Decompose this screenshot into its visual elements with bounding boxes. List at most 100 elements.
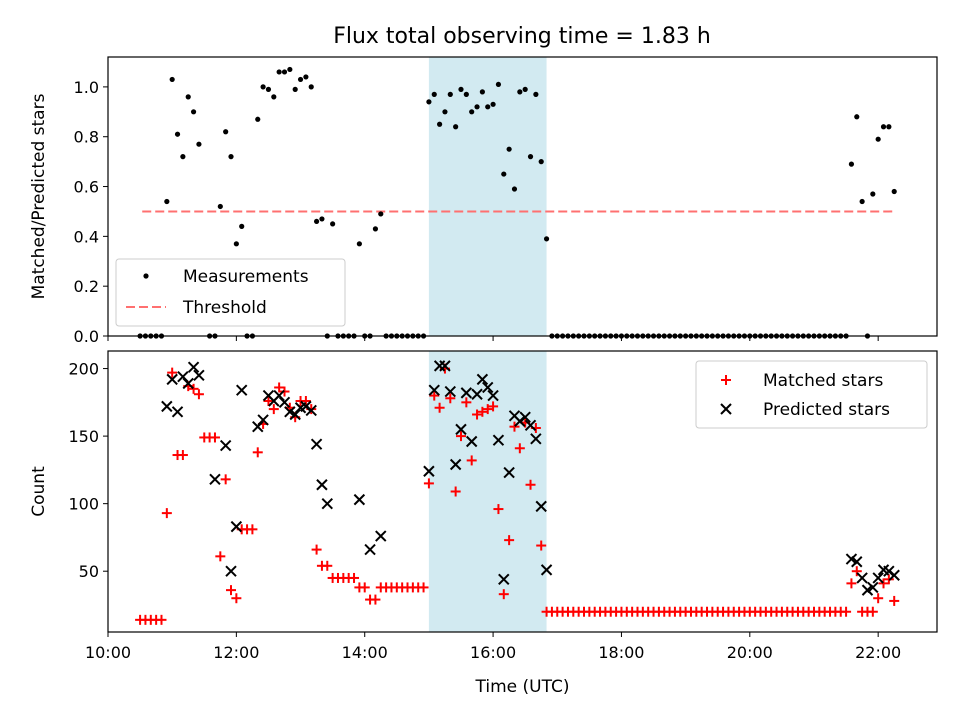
- data-point: [174, 131, 181, 137]
- data-point: [372, 226, 379, 232]
- data-point: [493, 504, 504, 515]
- data-point: [509, 421, 520, 432]
- legend-label: Matched stars: [763, 371, 883, 391]
- cross-mark-b: [428, 384, 440, 396]
- cross-mark-b: [856, 572, 868, 584]
- data-point: [313, 218, 320, 225]
- data-point: [447, 91, 453, 97]
- data-point: [469, 109, 475, 115]
- data-point: [180, 154, 186, 160]
- y-tick-label: 0.0: [74, 327, 99, 346]
- data-point: [263, 395, 274, 406]
- data-point: [841, 606, 852, 617]
- data-point: [169, 76, 175, 83]
- data-point: [156, 614, 167, 625]
- cross-mark-b: [851, 556, 863, 568]
- data-point: [431, 91, 437, 97]
- legend-marker-matched: [721, 375, 731, 385]
- legend-label: Measurements: [183, 267, 309, 287]
- data-point: [514, 443, 525, 454]
- data-point: [292, 86, 298, 92]
- cross-mark-b: [540, 564, 553, 576]
- cross-mark-b: [209, 473, 221, 486]
- data-point: [247, 524, 258, 535]
- data-point: [378, 211, 384, 217]
- data-point: [540, 564, 553, 576]
- data-point: [450, 486, 461, 497]
- data-point: [460, 387, 473, 399]
- legend-marker-measurements: [143, 273, 149, 279]
- cross-mark-b: [257, 414, 269, 426]
- data-point: [239, 223, 245, 229]
- cross-mark-b: [498, 573, 510, 586]
- cross-mark-b: [476, 373, 489, 386]
- data-point: [185, 94, 191, 100]
- x-tick-label: 16:00: [470, 643, 516, 662]
- cross-mark-b: [225, 565, 237, 577]
- cross-mark-b: [455, 423, 467, 436]
- data-point: [182, 377, 194, 390]
- data-point: [271, 94, 277, 100]
- cross-mark-b: [278, 396, 291, 409]
- data-point: [257, 414, 269, 426]
- cross-mark-b: [364, 543, 376, 556]
- data-point: [177, 450, 188, 461]
- data-point: [297, 76, 304, 83]
- legend-box: [695, 360, 928, 429]
- x-tick-label: 12:00: [213, 643, 259, 662]
- data-point: [848, 161, 855, 167]
- cross-mark-b: [423, 465, 435, 477]
- y-tick-label: 1.0: [74, 78, 99, 97]
- data-point: [225, 565, 237, 577]
- cross-mark-b: [535, 500, 547, 513]
- data-point: [305, 404, 317, 417]
- data-point: [485, 104, 491, 110]
- data-point: [889, 595, 900, 606]
- cross-mark-b: [524, 419, 537, 432]
- cross-mark-b: [519, 411, 531, 423]
- axes-frame: [107, 56, 938, 337]
- data-point: [226, 585, 237, 596]
- data-point: [230, 520, 243, 533]
- cross-mark-b: [888, 569, 900, 581]
- data-point: [316, 479, 328, 491]
- y-tick-label: 150: [68, 427, 99, 446]
- data-point: [474, 104, 480, 110]
- data-point: [461, 397, 472, 408]
- data-point: [303, 74, 309, 80]
- data-point: [171, 406, 184, 418]
- data-point: [875, 136, 881, 142]
- data-point: [255, 116, 261, 122]
- cross-mark-b: [177, 370, 189, 383]
- cross-mark-b: [439, 360, 451, 372]
- data-point: [321, 497, 333, 510]
- data-point: [851, 556, 863, 568]
- data-point: [437, 121, 443, 127]
- data-point: [209, 432, 220, 443]
- cross-mark-b: [321, 497, 333, 510]
- x-tick-label: 18:00: [598, 643, 644, 662]
- data-point: [465, 435, 478, 448]
- data-point: [517, 89, 523, 95]
- data-point: [536, 540, 547, 551]
- data-point: [511, 186, 518, 192]
- y-axis-label: Matched/Predicted stars: [29, 93, 49, 299]
- data-point: [356, 241, 362, 247]
- cross-mark-b: [353, 493, 366, 506]
- cross-mark-b: [492, 434, 505, 446]
- data-point: [228, 154, 234, 160]
- legend-box: [115, 258, 346, 327]
- data-point: [533, 91, 539, 97]
- data-point: [455, 423, 467, 436]
- cross-mark-b: [720, 403, 732, 415]
- data-point: [322, 560, 333, 571]
- data-point: [501, 171, 507, 177]
- data-point: [466, 455, 477, 466]
- data-point: [426, 99, 432, 105]
- data-point: [349, 572, 360, 583]
- data-point: [449, 458, 462, 471]
- data-point: [538, 159, 544, 165]
- data-point: [236, 384, 248, 396]
- data-point: [364, 543, 376, 556]
